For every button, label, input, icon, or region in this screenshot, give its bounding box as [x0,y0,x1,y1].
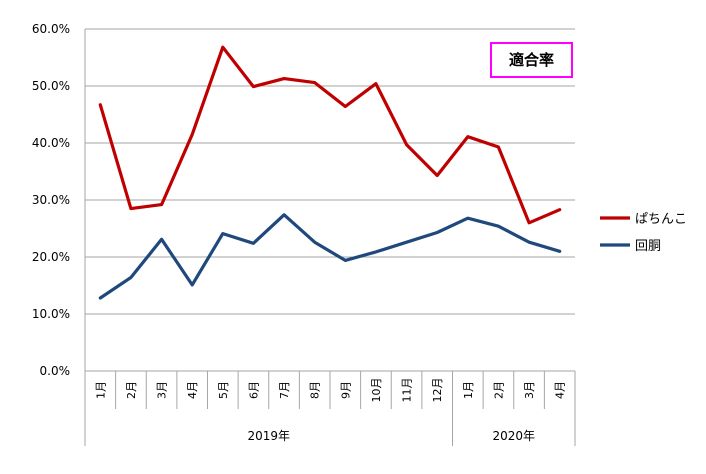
series-line-2 [98,213,562,300]
x-tick-label: 1月 [94,381,107,399]
x-tick-label: 3月 [523,381,536,399]
year-group-label: 2019年 [247,429,290,443]
x-tick-label: 2月 [492,381,505,399]
x-tick-label: 8月 [309,381,322,399]
chart-title: 適合率 [509,51,554,69]
x-tick-label: 4月 [554,381,567,399]
x-tick-label: 12月 [431,378,444,403]
x-tick-label: 3月 [156,381,169,399]
legend-label: 回胴 [635,239,661,254]
series-line-1 [98,45,562,225]
x-axis-tick-labels: 1月 2月 3月 4月 5月 6月 7月 8月 9月 10月 11月 12月 1月 2月 3月 4月 2019年… [94,378,566,444]
y-axis-tick-labels: 0.0% 10.0% 20.0% 30.0% 40.0% 50.0% 60.0% [32,22,70,378]
x-tick-label: 5月 [217,381,230,399]
y-tick-label: 40.0% [32,136,70,150]
chart-title-box: 適合率 [490,42,573,78]
axes [84,29,576,446]
y-tick-label: 60.0% [32,22,70,36]
y-tick-label: 10.0% [32,307,70,321]
x-tick-label: 4月 [186,381,199,399]
x-tick-label: 11月 [401,378,414,403]
x-tick-label: 6月 [247,381,260,399]
gridlines [85,28,575,315]
x-tick-label: 7月 [278,381,291,399]
x-tick-label: 1月 [462,381,475,399]
y-tick-label: 30.0% [32,193,70,207]
legend-label: ぱちんこ [635,212,687,227]
x-tick-label: 9月 [339,381,352,399]
series-lines [98,45,562,300]
y-tick-label: 50.0% [32,79,70,93]
chart-title-border [490,42,573,78]
y-tick-label: 0.0% [40,364,71,378]
year-group-label: 2020年 [492,429,535,443]
x-tick-label: 10月 [370,378,383,403]
y-tick-label: 20.0% [32,250,70,264]
x-tick-label: 2月 [125,381,138,399]
